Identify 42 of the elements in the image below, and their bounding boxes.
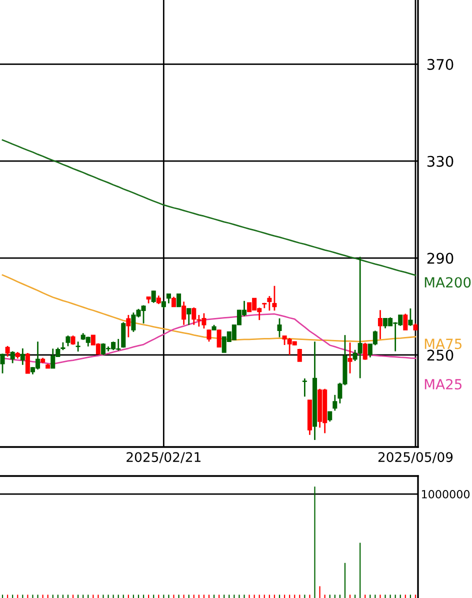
y-tick-label: 290 — [427, 252, 454, 264]
candlestick — [126, 314, 131, 338]
x-tick-label: 2025/05/09 — [378, 452, 453, 464]
candlestick — [25, 352, 30, 374]
candlestick — [5, 345, 10, 358]
y-tick-label: 370 — [427, 58, 454, 70]
candlestick — [151, 290, 156, 304]
candlestick — [121, 322, 126, 348]
series-label: MA75 — [424, 338, 462, 350]
line-series — [2, 139, 416, 276]
candlestick — [176, 294, 182, 308]
candlestick — [166, 293, 171, 304]
candlestick — [216, 328, 222, 348]
candlestick — [328, 410, 332, 422]
candlestick — [277, 318, 282, 338]
y-tick-label: 1000000 — [422, 490, 470, 498]
candlestick — [378, 309, 382, 340]
candlestick — [192, 306, 196, 326]
candlestick — [362, 342, 368, 360]
candlestick — [0, 353, 5, 374]
candlestick — [267, 295, 272, 312]
x-tick-label: 2025/02/21 — [126, 452, 200, 464]
y-tick-label: 250 — [427, 350, 454, 361]
candlestick — [297, 348, 302, 362]
candlestick — [66, 334, 70, 347]
candlestick — [70, 334, 76, 346]
candlestick — [206, 328, 212, 342]
candlestick — [302, 378, 307, 398]
series-label: MA200 — [424, 277, 471, 288]
candlestick — [76, 340, 80, 352]
candlestick — [182, 300, 186, 326]
candlestick — [408, 308, 413, 327]
candlestick — [272, 285, 277, 312]
candlestick — [171, 296, 176, 308]
candlestick — [332, 394, 338, 412]
candlestick — [186, 308, 192, 326]
candlestick — [10, 350, 15, 364]
series-label: MA25 — [424, 378, 462, 390]
candlestick — [20, 348, 25, 366]
y-tick-label: 330 — [427, 156, 454, 167]
candlestick — [403, 313, 408, 331]
candlestick — [348, 342, 352, 374]
